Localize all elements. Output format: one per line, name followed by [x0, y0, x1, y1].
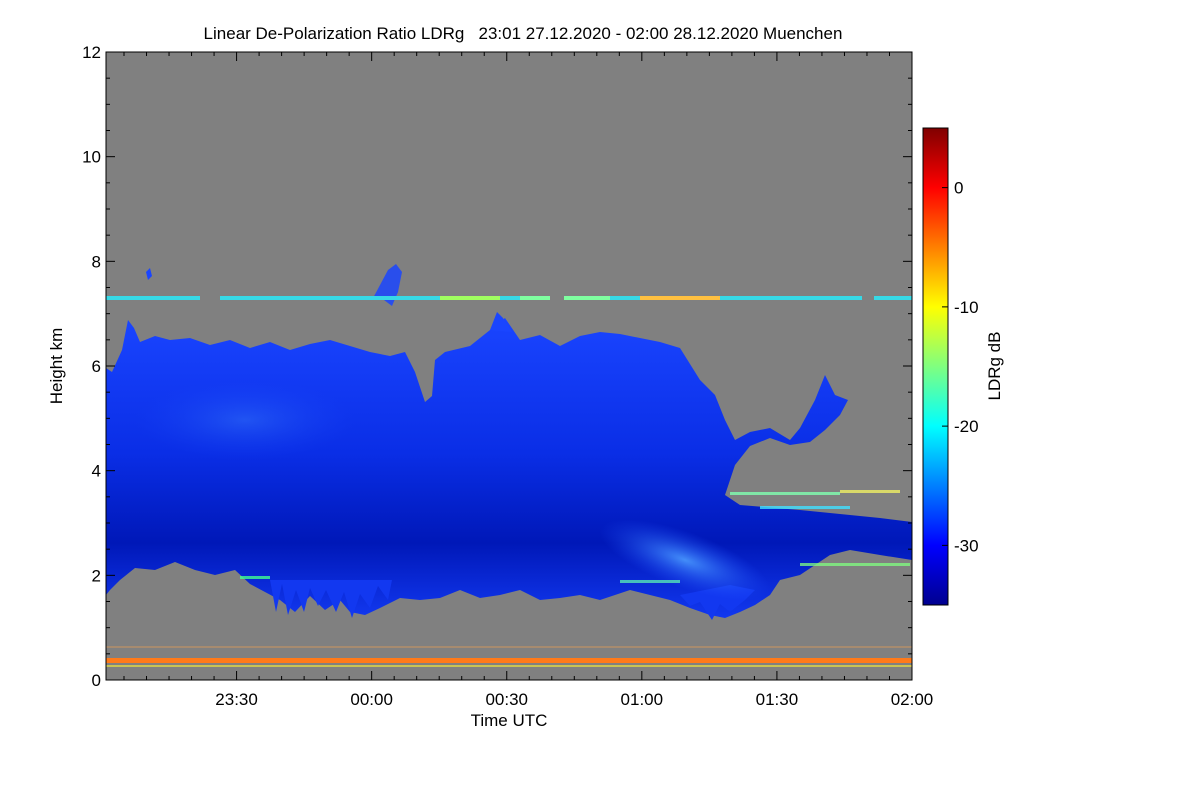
thin-layer: [106, 296, 912, 300]
colorbar: [922, 127, 949, 606]
colorbar-tick-label: 0: [954, 179, 963, 198]
y-tick-label: 0: [92, 671, 101, 690]
x-tick-label: 23:30: [215, 690, 258, 709]
x-axis-label: Time UTC: [471, 711, 548, 730]
x-tick-label: 01:00: [621, 690, 664, 709]
x-axis: 23:30 00:00 00:30 01:00 01:30 02:00: [123, 52, 934, 709]
y-tick-label: 4: [92, 462, 101, 481]
x-tick-label: 00:00: [350, 690, 393, 709]
y-tick-label: 12: [82, 43, 101, 62]
colorbar-label: LDRg dB: [985, 332, 1004, 401]
colorbar-tick-label: -10: [954, 298, 979, 317]
colorbar-tick-label: -20: [954, 417, 979, 436]
y-tick-label: 8: [92, 252, 101, 271]
chart-title: Linear De-Polarization Ratio LDRg 23:01 …: [204, 24, 843, 43]
colorbar-axis: 0 -10 -20 -30: [942, 179, 979, 555]
heatmap-image: [106, 264, 912, 667]
y-tick-label: 6: [92, 357, 101, 376]
x-tick-label: 02:00: [891, 690, 934, 709]
y-tick-label: 2: [92, 566, 101, 585]
y-tick-label: 10: [82, 148, 101, 167]
colorbar-tick-label: -30: [954, 536, 979, 555]
x-tick-label: 00:30: [485, 690, 528, 709]
y-axis-label: Height km: [47, 328, 66, 405]
x-tick-label: 01:30: [756, 690, 799, 709]
ground-clutter: [106, 658, 912, 663]
y-axis: 0 2 4 6 8 10 12: [82, 43, 912, 690]
